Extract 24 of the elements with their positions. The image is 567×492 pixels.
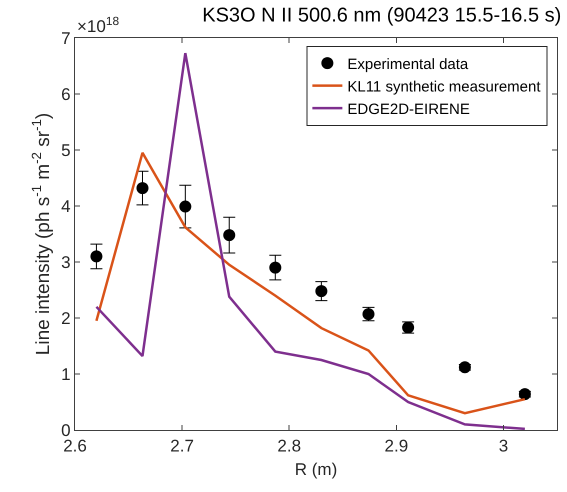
y-tick-label: 1 — [61, 364, 71, 384]
y-tick-label: 3 — [61, 252, 71, 272]
legend-label: EDGE2D-EIRENE — [347, 100, 470, 118]
legend-label: Experimental data — [347, 56, 469, 73]
point — [458, 361, 471, 374]
y-tick-label: 2 — [61, 308, 71, 328]
legend-label: KL11 synthetic measurement — [347, 78, 542, 96]
point — [269, 262, 282, 274]
x-tick-label: 2.9 — [384, 436, 408, 456]
x-tick-label: 2.8 — [277, 436, 302, 456]
point — [518, 388, 531, 400]
x-axis-title: R (m) — [294, 460, 338, 479]
x-tick-label: 2.7 — [170, 436, 194, 456]
y-tick-label: 5 — [61, 140, 71, 160]
text: ×10$^{18}$ — [77, 14, 120, 36]
x-tick-label: 3 — [498, 436, 508, 456]
y-tick-label: 6 — [61, 84, 71, 104]
y-tick-label: 7 — [61, 28, 71, 48]
point — [179, 200, 192, 213]
point — [223, 229, 236, 242]
chart-title: KS3O N II 500.6 nm (90423 15.5-16.5 s) — [202, 4, 562, 26]
point — [90, 250, 102, 262]
point — [136, 182, 148, 194]
y-tick-label: 4 — [61, 196, 71, 216]
